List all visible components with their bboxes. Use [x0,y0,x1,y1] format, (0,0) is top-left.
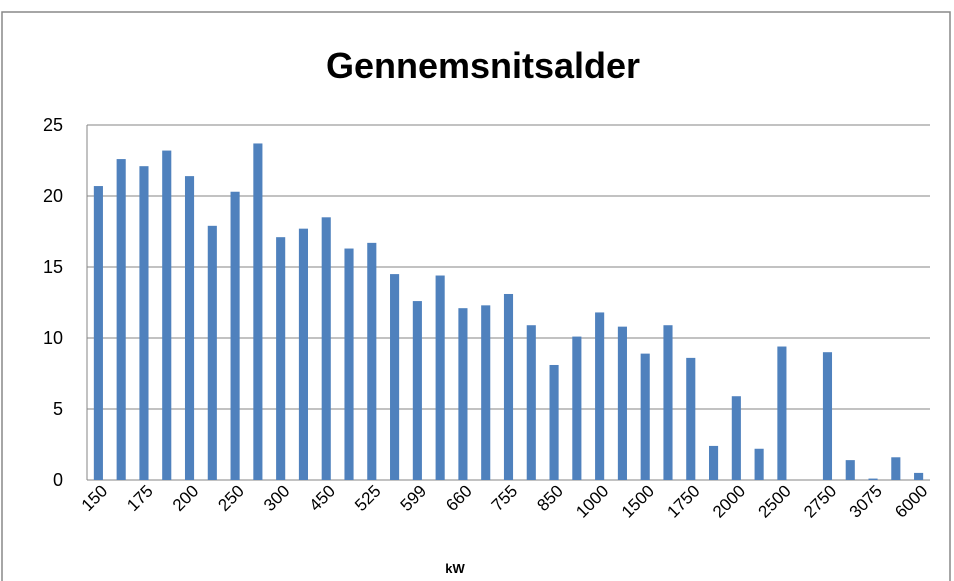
bar [845,460,855,480]
y-tick-label: 10 [43,328,63,348]
bar [230,191,240,481]
bar [253,143,263,480]
bar [526,325,536,480]
bar [868,478,878,480]
bar [731,396,741,480]
bar [754,448,764,480]
y-tick-label: 20 [43,186,63,206]
bar [390,274,400,480]
bar [663,325,673,480]
bar [686,357,696,480]
bar [503,293,514,480]
y-tick-label: 5 [53,399,63,419]
bar [458,308,468,480]
chart-border [1,11,951,581]
bar [777,346,787,480]
bar [184,176,195,480]
y-tick-label: 0 [53,470,63,490]
bar [481,305,491,480]
chart-title: Gennemsnitsalder [326,45,640,86]
bar [412,301,422,480]
bar [708,445,719,480]
x-axis-title: kW [445,561,465,576]
bar [344,248,354,480]
y-tick-label: 25 [43,115,63,135]
bar [435,275,445,480]
bar [93,186,103,480]
bar [822,352,833,480]
y-tick-label: 15 [43,257,63,277]
bar [617,326,627,480]
bar [367,242,377,480]
bar [914,472,924,480]
bar [276,237,286,480]
bar [572,336,582,480]
bar [116,159,126,480]
bar [298,228,309,480]
bar [891,457,901,480]
bar [207,225,217,480]
bar [640,353,650,480]
bar [139,166,149,480]
bar [595,312,605,480]
bar [321,217,331,481]
bar [549,364,559,480]
bar [162,150,172,480]
